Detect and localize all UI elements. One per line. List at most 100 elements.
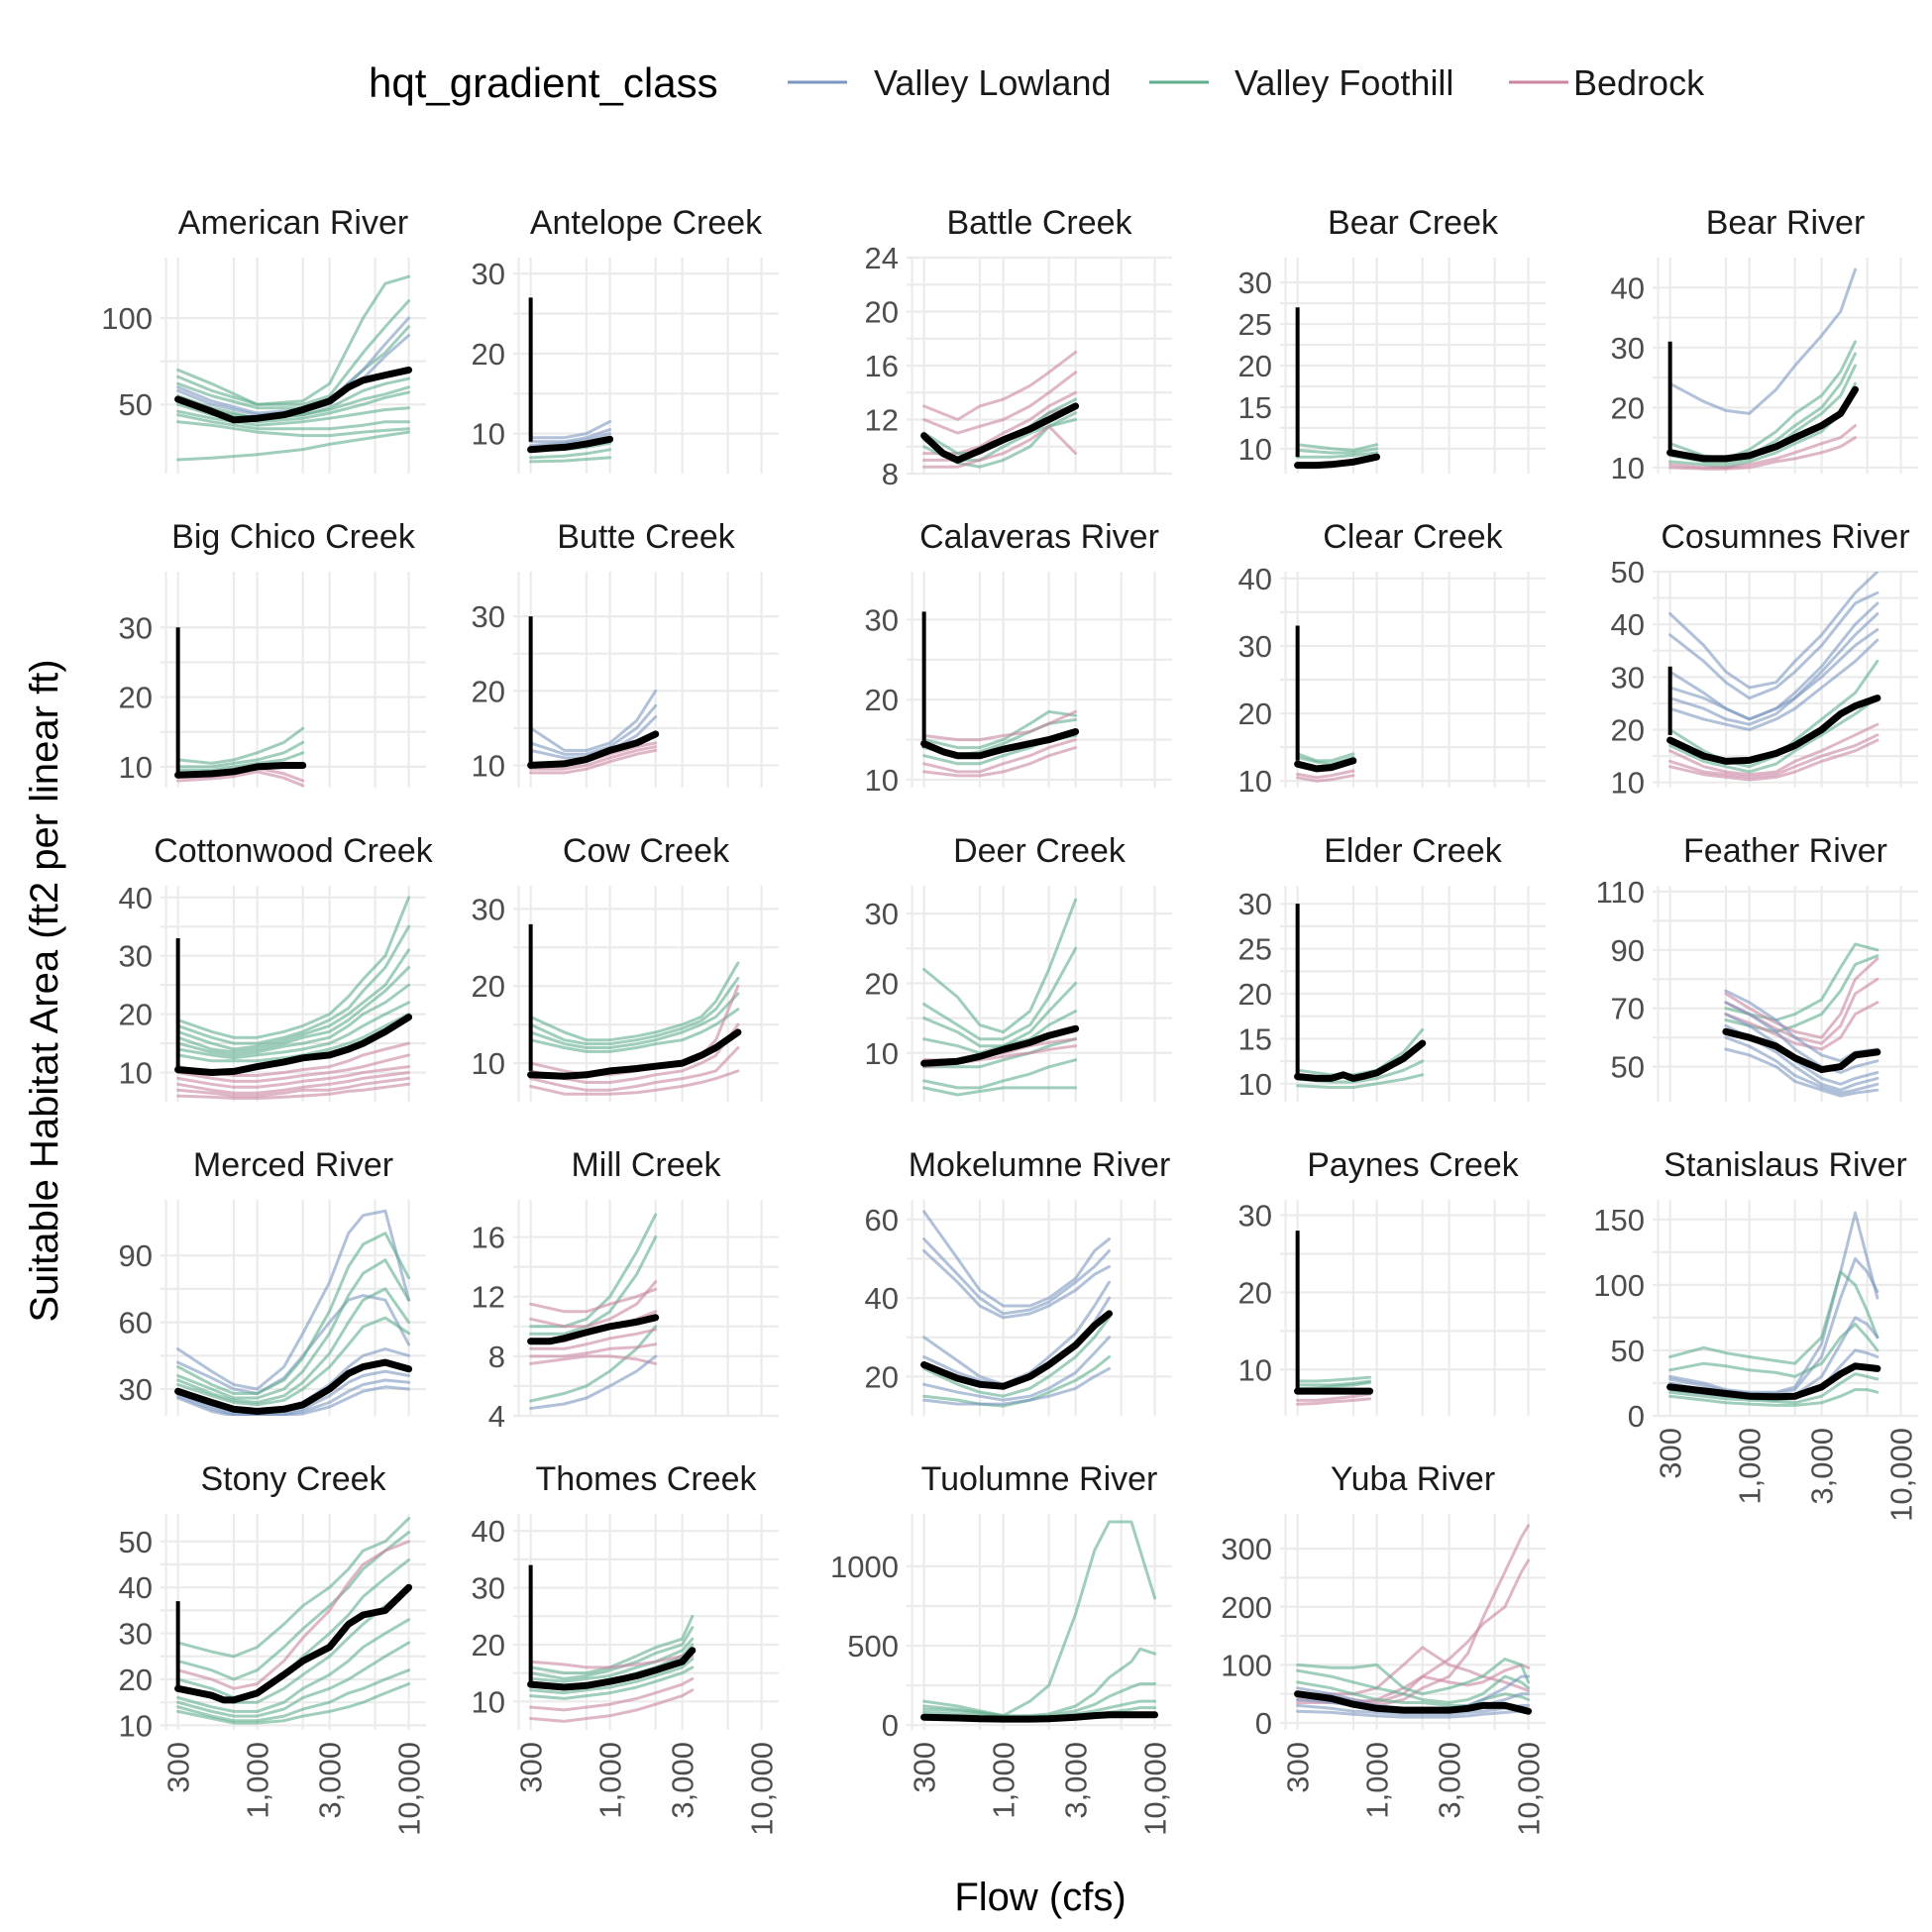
series-line-vf [176, 726, 305, 765]
series-group [920, 350, 1080, 469]
series-line-vl [1668, 628, 1879, 726]
series-group [920, 1520, 1159, 1723]
y-tick-label: 70 [1611, 992, 1645, 1026]
series-line-vl [529, 432, 612, 448]
series-line-vl [922, 1210, 1111, 1308]
y-tick-label: 10 [119, 1708, 153, 1743]
series-line-br [529, 1280, 658, 1329]
series-line-vl [1668, 572, 1879, 690]
x-tick-label: 300 [514, 1742, 549, 1793]
series-line-br [176, 1065, 411, 1089]
series-line-vf [176, 430, 411, 462]
panel-antelope-creek: Antelope Creek 10 20 30 [472, 204, 779, 474]
series-line-vf [529, 1325, 658, 1403]
facet-title: Butte Creek [557, 518, 736, 556]
series-line-vl [1668, 590, 1879, 700]
series-line-br [1724, 957, 1879, 1039]
y-tick-label: 12 [472, 1280, 505, 1315]
series-line-br [176, 770, 305, 788]
series-line-vl [922, 1237, 1111, 1316]
x-tick-label: 300 [161, 1742, 196, 1793]
facet-title: Tuolumne River [921, 1460, 1158, 1498]
series-line-vf [922, 898, 1078, 1034]
mean-line [1666, 695, 1881, 765]
series-line-vf [176, 1618, 411, 1713]
y-tick-label: 20 [119, 1663, 153, 1697]
y-tick-label: 20 [472, 1628, 505, 1663]
mean-line [527, 1647, 697, 1691]
series-line-vf [529, 1235, 658, 1336]
series-line-br [1668, 722, 1879, 777]
y-tick-label: 500 [847, 1629, 899, 1664]
y-tick-label: 20 [472, 337, 505, 372]
y-tick-label: 1000 [830, 1550, 899, 1584]
y-tick-label: 0 [882, 1708, 899, 1743]
series-line-vf [1296, 1668, 1531, 1704]
series-line-br [922, 746, 1078, 778]
facet-title: Stanislaus River [1664, 1146, 1907, 1184]
y-tick-label: 25 [1238, 307, 1272, 342]
series-line-vl [1668, 268, 1857, 415]
series-line-vf [1668, 1323, 1879, 1378]
series-line-vf [529, 1008, 740, 1053]
series-line-vf [529, 1657, 695, 1695]
x-tick-label: 1,000 [987, 1742, 1021, 1819]
facet-title: Bear Creek [1328, 204, 1499, 242]
panel-mokelumne-river: Mokelumne River 20 40 60 [865, 1146, 1172, 1416]
panel-bear-creek: Bear Creek 10 15 20 25 30 [1238, 204, 1546, 474]
y-tick-label: 100 [1593, 1268, 1645, 1303]
y-tick-label: 10 [472, 748, 505, 783]
x-tick-label: 10,000 [1138, 1742, 1173, 1836]
y-tick-label: 20 [472, 969, 505, 1004]
y-tick-label: 30 [119, 939, 153, 974]
series-line-br [529, 1046, 740, 1092]
x-tick-label: 1,000 [1360, 1742, 1395, 1819]
y-tick-label: 30 [1238, 887, 1272, 921]
facet-title: Stony Creek [200, 1460, 386, 1498]
y-tick-label: 0 [1255, 1706, 1272, 1741]
y-tick-label: 30 [1238, 266, 1272, 300]
series-group [527, 1564, 697, 1723]
series-line-vf [529, 1637, 695, 1683]
legend-label-valley-lowland: Valley Lowland [874, 62, 1111, 103]
series-line-vf [1296, 1027, 1425, 1077]
mean-line [1294, 757, 1357, 773]
mean-line [1294, 453, 1381, 470]
panel-thomes-creek: Thomes Creek 10 20 30 40 300 1,000 3,000 10,000 [472, 1460, 780, 1836]
y-tick-label: 10 [1238, 1067, 1272, 1102]
y-tick-label: 20 [865, 1359, 899, 1394]
y-tick-label: 20 [1238, 1275, 1272, 1310]
series-line-vl [176, 1209, 411, 1391]
series-line-vf [529, 976, 740, 1046]
mean-line [1666, 385, 1859, 463]
y-tick-label: 30 [472, 1571, 505, 1606]
y-tick-label: 10 [472, 417, 505, 452]
series-line-br [529, 1688, 695, 1723]
series-line-br [176, 1071, 411, 1095]
series-line-br [922, 738, 1078, 774]
series-line-br [529, 1354, 658, 1365]
y-tick-label: 30 [119, 1372, 153, 1407]
y-tick-label: 20 [865, 966, 899, 1001]
series-line-br [529, 1342, 658, 1358]
facet-title: Cow Creek [563, 832, 730, 870]
series-line-vf [529, 1665, 695, 1700]
legend-label-valley-foothill: Valley Foothill [1234, 62, 1453, 103]
mean-line [1294, 1690, 1533, 1715]
y-tick-label: 40 [472, 1514, 505, 1549]
y-tick-label: 50 [1611, 1050, 1645, 1085]
series-line-vf [529, 1614, 695, 1675]
y-tick-label: 20 [119, 998, 153, 1032]
x-tick-label: 3,000 [1805, 1428, 1840, 1505]
y-tick-label: 15 [1238, 1021, 1272, 1056]
x-tick-label: 10,000 [392, 1742, 427, 1836]
y-tick-label: 50 [1611, 1334, 1645, 1368]
series-line-br [1296, 1392, 1372, 1402]
series-line-vf [1668, 1372, 1879, 1405]
y-tick-label: 10 [119, 750, 153, 785]
y-tick-label: 110 [1596, 875, 1645, 910]
y-tick-label: 30 [865, 897, 899, 931]
y-tick-label: 4 [488, 1399, 505, 1434]
panel-butte-creek: Butte Creek 10 20 30 [472, 518, 779, 788]
